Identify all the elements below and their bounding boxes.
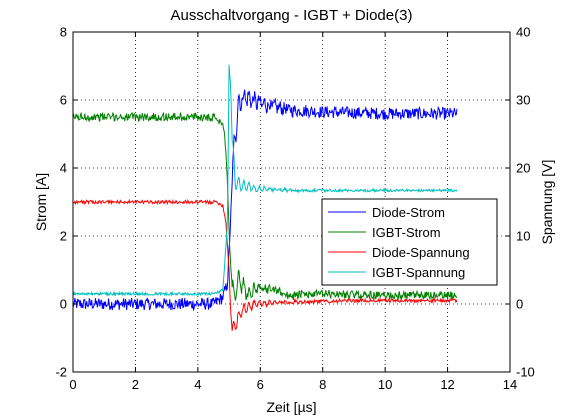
x-tick-label: 4 [194, 377, 201, 392]
y-tick-label-right: 40 [516, 25, 530, 40]
y-tick-label-left: -2 [55, 365, 67, 380]
plot-frame [72, 31, 511, 373]
y-tick-label-right: 0 [516, 297, 523, 312]
x-tick-label: 12 [440, 377, 454, 392]
legend-box [321, 198, 498, 286]
x-tick-label: 8 [319, 377, 326, 392]
series-group [72, 64, 458, 331]
y-tick-label-left: 6 [60, 93, 67, 108]
y-tick-label-left: 0 [60, 297, 67, 312]
x-tick-label: 14 [503, 377, 517, 392]
y-axis-label-right: Spannung [V] [539, 160, 555, 245]
x-tick-label: 0 [69, 377, 76, 392]
y-tick-label-right: -10 [516, 365, 535, 380]
y-tick-label-left: 8 [60, 25, 67, 40]
chart-title: Ausschaltvorgang - IGBT + Diode(3) [171, 7, 413, 24]
y-tick-label-right: 10 [516, 229, 530, 244]
legend-label: Diode-Strom [372, 205, 445, 220]
series-line-diode-spannung [72, 198, 458, 331]
x-axis-label: Zeit [µs] [266, 399, 316, 415]
y-tick-label-right: 30 [516, 93, 530, 108]
series-line-diode-strom [72, 89, 458, 312]
series-line-igbt-spannung [72, 64, 458, 297]
legend-label: IGBT-Strom [372, 225, 441, 240]
legend-label: IGBT-Spannung [372, 265, 465, 280]
series-line-igbt-strom [72, 111, 458, 301]
x-tick-label: 2 [132, 377, 139, 392]
legend-label: Diode-Spannung [372, 245, 470, 260]
x-tick-label: 6 [257, 377, 264, 392]
legend: Diode-Strom IGBT-Strom Diode-Spannung IGBT-… [321, 198, 498, 286]
y-axis-label-left: Strom [A] [33, 173, 49, 231]
y-tick-label-left: 2 [60, 229, 67, 244]
y-tick-label-right: 20 [516, 161, 530, 176]
y-tick-label-left: 4 [60, 161, 67, 176]
x-tick-label: 10 [378, 377, 392, 392]
